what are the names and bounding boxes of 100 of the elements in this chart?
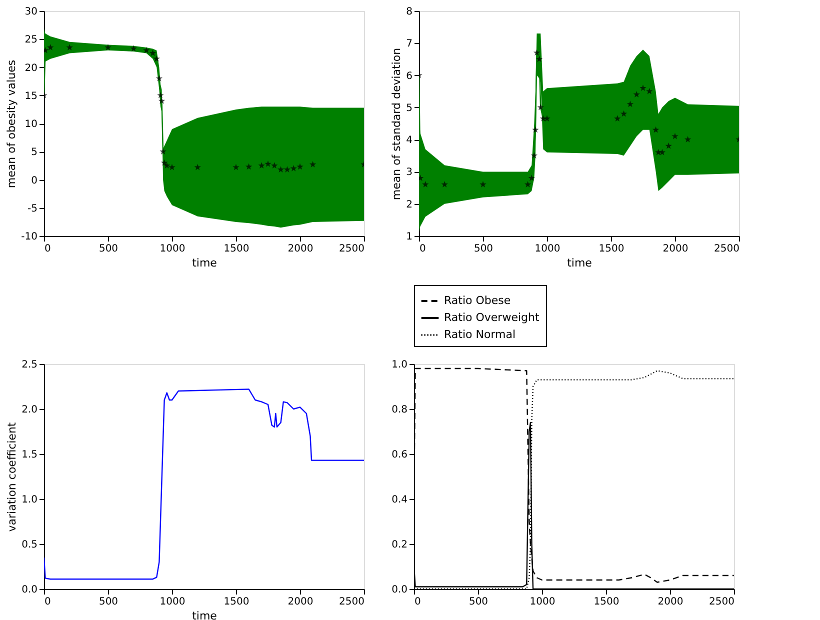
point [157, 92, 164, 98]
x-tick-label: 1000 [534, 244, 560, 254]
x-tick-label: 1500 [594, 596, 620, 608]
point [284, 166, 291, 172]
point [160, 159, 168, 166]
x-axis-title: time [192, 256, 218, 270]
point [524, 181, 532, 188]
y-tick-label: 0.8 [392, 404, 408, 416]
point [66, 44, 73, 50]
y-tick-label: 20 [24, 62, 38, 74]
point [160, 148, 166, 154]
y-axis-title: mean of standard deviation [390, 48, 404, 200]
point [646, 88, 653, 94]
x-tick-label: 2000 [288, 244, 314, 254]
y-tick-label: 7 [406, 38, 412, 50]
x-tick-label: 0 [414, 596, 421, 608]
x-axis-title: time [192, 610, 218, 620]
y-tick-label: 25 [24, 34, 38, 46]
point [652, 126, 660, 133]
point [194, 164, 201, 170]
y-tick-label: 6 [406, 70, 412, 82]
x-tick-label: 2500 [714, 244, 740, 254]
y-tick-label: 5 [31, 147, 38, 158]
x-tick-label: 1000 [530, 596, 556, 608]
point [614, 115, 621, 122]
point [537, 104, 544, 110]
x-tick-label: 2000 [662, 244, 688, 254]
x-tick-label: 1000 [160, 596, 186, 608]
legend-label: Ratio Overweight [444, 311, 540, 324]
x-tick-label: 1500 [598, 244, 624, 254]
x-axis-title: time [567, 256, 592, 270]
y-tick-label: 0.6 [392, 450, 408, 460]
y-tick-label: 0.4 [392, 494, 408, 506]
x-tick-label: 500 [98, 244, 118, 254]
point [532, 126, 539, 133]
point [684, 136, 692, 142]
point [309, 161, 316, 168]
legend-label: Ratio Normal [444, 328, 516, 341]
y-tick-label: 2.5 [22, 360, 38, 370]
y-tick-label: -10 [21, 232, 38, 242]
point [530, 152, 538, 159]
point [626, 100, 634, 108]
y-tick-label: 15 [24, 90, 38, 102]
y-tick-label: 0.2 [392, 540, 408, 550]
point [296, 163, 304, 170]
point [672, 132, 678, 140]
y-tick-label: 5 [406, 102, 412, 114]
y-tick-label: 1 [406, 232, 412, 242]
y-tick-label: 8 [406, 6, 412, 18]
x-tick-label: 500 [468, 596, 488, 608]
x-tick-label: 1000 [160, 244, 186, 254]
y-tick-label: 30 [24, 6, 38, 18]
point [480, 181, 486, 188]
point [264, 160, 272, 167]
x-tick-label: 2500 [339, 596, 364, 608]
point [104, 44, 112, 50]
point [422, 181, 429, 188]
point [441, 181, 448, 188]
x-tick-label: 2500 [709, 596, 734, 608]
y-axis-title: variation coefficient [6, 422, 19, 532]
y-tick-label: 1.5 [22, 450, 38, 460]
point [533, 49, 540, 56]
y-tick-label: 1.0 [22, 494, 38, 506]
point [149, 50, 156, 56]
y-axis-title: mean of obesity values [5, 60, 18, 188]
x-tick-label: 1500 [224, 244, 250, 254]
y-tick-label: 2 [406, 199, 412, 210]
y-tick-label: -5 [28, 203, 38, 214]
point [245, 163, 252, 170]
point [158, 97, 166, 104]
y-tick-label: 0.5 [22, 540, 38, 550]
point [658, 148, 666, 156]
point [655, 148, 662, 156]
legend-label: Ratio Obese [444, 294, 511, 307]
point [620, 110, 628, 117]
line-series [44, 388, 364, 580]
point [47, 44, 54, 50]
point [665, 142, 672, 149]
x-tick-label: 0 [44, 244, 51, 254]
y-tick-label: 0.0 [392, 584, 408, 596]
y-tick-label: 10 [24, 119, 38, 130]
y-tick-label: 0.0 [22, 584, 38, 596]
point [640, 84, 646, 92]
x-tick-label: 1500 [224, 596, 250, 608]
y-tick-label: 4 [406, 135, 412, 146]
x-tick-label: 2000 [288, 596, 314, 608]
y-tick-label: 1.0 [392, 360, 408, 370]
point [232, 164, 240, 170]
point [153, 55, 160, 62]
point [156, 74, 163, 82]
x-tick-label: 500 [98, 596, 118, 608]
x-tick-label: 2000 [658, 596, 684, 608]
point [536, 56, 543, 62]
x-tick-label: 2500 [339, 244, 364, 254]
x-tick-label: 0 [44, 596, 51, 608]
point [290, 164, 297, 172]
point [271, 162, 278, 169]
point [130, 45, 137, 52]
point [633, 91, 640, 98]
point [544, 115, 550, 122]
